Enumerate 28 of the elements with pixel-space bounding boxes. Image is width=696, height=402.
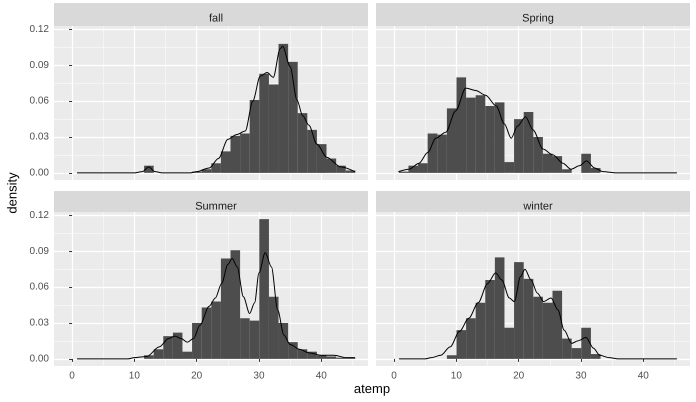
chart-title: Summer	[195, 200, 238, 212]
chart-title: fall	[208, 12, 224, 24]
y-tick-label: 0.12	[30, 210, 50, 222]
x-tick-label: 30	[253, 370, 265, 382]
x-tick-label: 40	[316, 370, 328, 382]
y-tick-label: 0.06	[30, 96, 50, 107]
y-tick-label: 0.09	[30, 246, 50, 257]
x-tick-label: 40	[638, 370, 650, 382]
y-tick-label: 0.00	[30, 353, 50, 364]
x-tick-label: 0	[391, 370, 398, 382]
line-series	[76, 46, 356, 174]
x-tick-label: 30	[575, 370, 587, 382]
x-tick-label: 20	[191, 370, 203, 382]
y-tick-label: 0.00	[30, 167, 50, 178]
y-tick-label: 0.06	[30, 282, 50, 293]
y-axis-title: density	[4, 172, 20, 214]
x-tick-label: 10	[128, 370, 140, 382]
y-tick-label: 0.12	[30, 24, 50, 36]
x-axis-title: atemp	[352, 381, 392, 396]
chart-title: Spring	[522, 12, 554, 24]
x-tick-label: 0	[69, 370, 76, 382]
x-tick-label: 10	[450, 370, 462, 382]
y-tick-label: 0.09	[30, 60, 50, 71]
y-tick-label: 0.03	[30, 318, 50, 329]
chart-title: winter	[522, 200, 554, 212]
line-series	[76, 252, 356, 360]
x-tick-label: 20	[513, 370, 525, 382]
y-tick-label: 0.03	[30, 132, 50, 143]
